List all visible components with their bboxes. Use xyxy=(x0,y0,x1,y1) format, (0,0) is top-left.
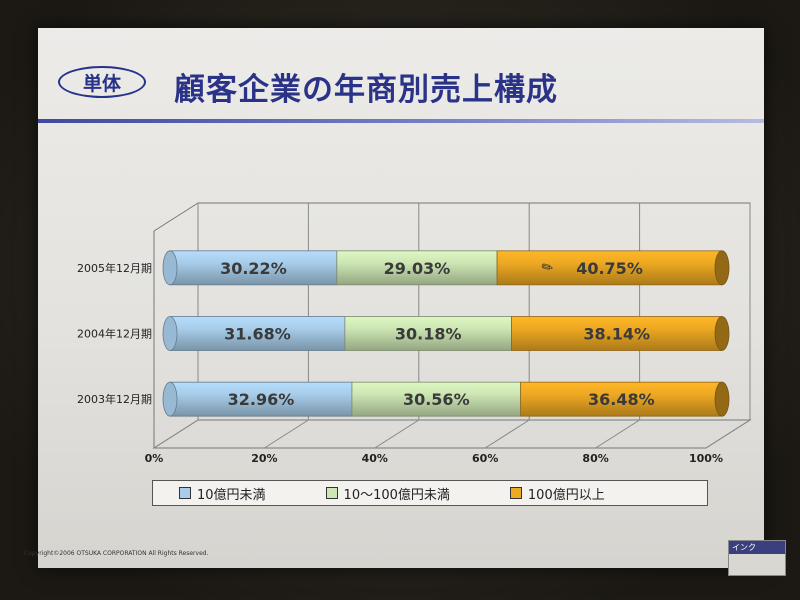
bar-segment xyxy=(336,250,498,286)
chart-side-edge xyxy=(153,202,199,232)
title-divider xyxy=(38,119,764,123)
legend-item: 10億円未満 xyxy=(179,484,266,503)
gridline-floor xyxy=(705,419,751,449)
gridline-floor xyxy=(374,419,420,449)
bar-data-label: 30.56% xyxy=(403,390,470,409)
bar-segment xyxy=(496,250,723,286)
legend-swatch-green xyxy=(325,487,338,499)
bar-data-label: 40.75% xyxy=(576,259,643,278)
bar-segment xyxy=(520,381,723,417)
legend-swatch-orange xyxy=(509,487,522,499)
bar-left-cap xyxy=(162,316,178,351)
bar-data-label: 36.48% xyxy=(588,390,655,409)
x-tick-label: 0% xyxy=(145,452,164,465)
slide: 単体 顧客企業の年商別売上構成 0% 20% 40% 60% 80% 100% 30.22%… xyxy=(24,28,786,576)
slide-title: 顧客企業の年商別売上構成 xyxy=(174,72,558,108)
gridline-floor xyxy=(264,419,309,449)
bar-right-cap xyxy=(714,250,730,286)
bar-segment xyxy=(511,316,723,351)
stacked-bar-chart: 0% 20% 40% 60% 80% 100% 30.22% 29.03% 40.75% 2005… xyxy=(77,202,752,465)
bar-data-label: 32.96% xyxy=(228,390,295,409)
category-label: 2004年12月期 xyxy=(77,327,152,341)
legend-swatch-blue xyxy=(179,487,191,499)
x-tick-label: 40% xyxy=(362,452,388,465)
x-tick-label: 20% xyxy=(251,452,277,465)
copyright-notice: Copyright©2006 OTSUKA CORPORATION All Ri… xyxy=(24,550,209,557)
legend-label: 100億円以上 xyxy=(527,487,605,503)
category-label: 2003年12月期 xyxy=(77,392,152,406)
scope-badge: 単体 xyxy=(58,66,146,98)
bar-data-label: 30.22% xyxy=(220,259,287,278)
gridline-floor xyxy=(153,419,199,449)
legend-item: 10～100億円未満 xyxy=(325,484,450,503)
legend-label: 10～100億円未満 xyxy=(343,487,450,503)
chart-legend: 10億円未満 10～100億円未満 100億円以上 xyxy=(152,480,708,506)
x-tick-label: 100% xyxy=(689,452,723,465)
legend-label: 10億円未満 xyxy=(197,487,266,503)
gridline-floor xyxy=(595,419,640,449)
bar-left-cap xyxy=(162,250,178,286)
chart-floor xyxy=(152,419,752,449)
bar-segment xyxy=(344,316,512,351)
x-tick-label: 60% xyxy=(472,452,498,465)
ink-toolbar[interactable]: インク xyxy=(728,540,786,576)
gridline-floor xyxy=(484,419,530,449)
bar-right-cap xyxy=(714,381,730,417)
category-label: 2005年12月期 xyxy=(77,261,152,275)
bar-segment xyxy=(351,381,522,417)
bar-data-label: 38.14% xyxy=(583,325,650,344)
bar-right-cap xyxy=(714,316,730,351)
bar-left-cap xyxy=(162,381,178,417)
ink-toolbar-label: インク xyxy=(729,541,785,554)
x-tick-label: 80% xyxy=(582,452,608,465)
bar-segment xyxy=(169,381,353,417)
bar-data-label: 29.03% xyxy=(384,259,451,278)
legend-item: 100億円以上 xyxy=(509,484,605,503)
bar-data-label: 30.18% xyxy=(395,325,462,344)
bar-data-label: 31.68% xyxy=(224,325,291,344)
